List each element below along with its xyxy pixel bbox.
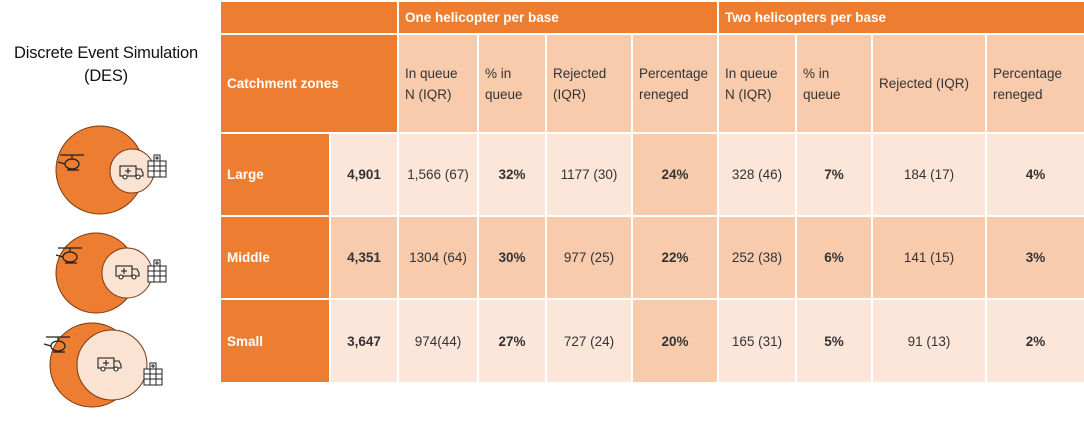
large-zone-diagram	[55, 125, 167, 215]
col2-in-queue-header: In queue N (IQR)	[717, 33, 797, 134]
col2-reneged-l1: Percentage	[993, 65, 1063, 81]
one-rejected-cell: 977 (25)	[545, 215, 633, 300]
group-one-header: One helicopter per base	[397, 0, 719, 35]
one-in-queue-cell: 974(44)	[397, 298, 479, 384]
des-title-line1: Discrete Event Simulation	[14, 44, 198, 62]
table-row-middle: Middle 4,351 1304 (64) 30% 977 (25) 22% …	[219, 215, 1084, 300]
total-cell: 4,901	[329, 132, 399, 217]
col2-in-queue-l2: N (IQR)	[725, 86, 772, 102]
col-pct-queue-l1: % in	[485, 65, 512, 81]
col2-pct-queue-header: % in queue	[795, 33, 873, 134]
col-reneged-l1: Percentage	[639, 65, 709, 81]
col2-pct-queue-l2: queue	[803, 86, 841, 102]
one-pct-queue-cell: 30%	[477, 215, 547, 300]
two-reneged-cell: 4%	[984, 132, 1084, 217]
one-rejected-cell: 727 (24)	[545, 298, 633, 384]
zone-label: Middle	[219, 215, 331, 300]
column-header-row: Catchment zones In queue N (IQR) % in queu…	[219, 33, 1084, 134]
hospital-icon	[147, 259, 167, 283]
two-reneged-cell: 2%	[984, 298, 1084, 384]
group-two-header: Two helicopters per base	[716, 0, 1084, 35]
table-row-small: Small 3,647 974(44) 27% 727 (24) 20% 165…	[219, 298, 1084, 384]
two-pct-queue-cell: 7%	[795, 132, 873, 217]
two-pct-queue-cell: 5%	[795, 298, 873, 384]
des-title-line2: (DES)	[84, 67, 128, 85]
catchment-zones-header: Catchment zones	[219, 33, 399, 134]
two-in-queue-cell: 165 (31)	[717, 298, 797, 384]
total-cell: 3,647	[329, 298, 399, 384]
one-pct-queue-cell: 27%	[477, 298, 547, 384]
col2-reneged-header: Percentage reneged	[984, 33, 1084, 134]
col-pct-queue-header: % in queue	[477, 33, 547, 134]
one-in-queue-cell: 1,566 (67)	[397, 132, 479, 217]
two-in-queue-cell: 328 (46)	[717, 132, 797, 217]
results-table: One helicopter per base Two helicopters …	[219, 0, 1084, 384]
one-rejected-cell: 1177 (30)	[545, 132, 633, 217]
ambulance-icon	[119, 165, 144, 180]
two-reneged-cell: 3%	[984, 215, 1084, 300]
zone-label: Large	[219, 132, 331, 217]
two-pct-queue-cell: 6%	[795, 215, 873, 300]
col2-pct-queue-l1: % in	[803, 65, 830, 81]
col-pct-queue-l2: queue	[485, 86, 523, 102]
one-pct-queue-cell: 32%	[477, 132, 547, 217]
two-in-queue-cell: 252 (38)	[717, 215, 797, 300]
middle-inner-circle	[101, 247, 153, 299]
col-in-queue-l2: N (IQR)	[405, 86, 452, 102]
col2-in-queue-l1: In queue	[725, 65, 778, 81]
total-cell: 4,351	[329, 215, 399, 300]
helicopter-icon	[57, 154, 84, 171]
helicopter-icon	[43, 336, 70, 353]
two-rejected-cell: 184 (17)	[871, 132, 987, 217]
col-rejected-l2: (IQR)	[553, 86, 586, 102]
two-rejected-cell: 141 (15)	[871, 215, 987, 300]
group-header-row: One helicopter per base Two helicopters …	[219, 0, 1084, 35]
table-row-large: Large 4,901 1,566 (67) 32% 1177 (30) 24%…	[219, 132, 1084, 217]
helicopter-icon	[55, 247, 82, 264]
two-rejected-cell: 91 (13)	[871, 298, 987, 384]
hospital-icon	[143, 362, 163, 386]
middle-zone-diagram	[55, 232, 167, 314]
corner-cell	[219, 0, 399, 35]
one-reneged-cell: 20%	[631, 298, 719, 384]
one-in-queue-cell: 1304 (64)	[397, 215, 479, 300]
col-rejected-l1: Rejected	[553, 65, 607, 81]
col-reneged-header: Percentage reneged	[631, 33, 719, 134]
one-reneged-cell: 24%	[631, 132, 719, 217]
ambulance-icon	[115, 265, 140, 280]
col-rejected-header: Rejected (IQR)	[545, 33, 633, 134]
col-in-queue-l1: In queue	[405, 65, 458, 81]
small-zone-diagram	[43, 322, 163, 408]
col-in-queue-header: In queue N (IQR)	[397, 33, 479, 134]
one-reneged-cell: 22%	[631, 215, 719, 300]
large-inner-circle	[109, 148, 155, 194]
zone-label: Small	[219, 298, 331, 384]
des-title: Discrete Event Simulation (DES)	[0, 42, 212, 88]
ambulance-icon	[97, 357, 122, 372]
col2-reneged-l2: reneged	[993, 86, 1043, 102]
hospital-icon	[147, 154, 167, 178]
small-inner-circle	[76, 329, 148, 401]
col-reneged-l2: reneged	[639, 86, 689, 102]
col2-rejected-header: Rejected (IQR)	[871, 33, 987, 134]
